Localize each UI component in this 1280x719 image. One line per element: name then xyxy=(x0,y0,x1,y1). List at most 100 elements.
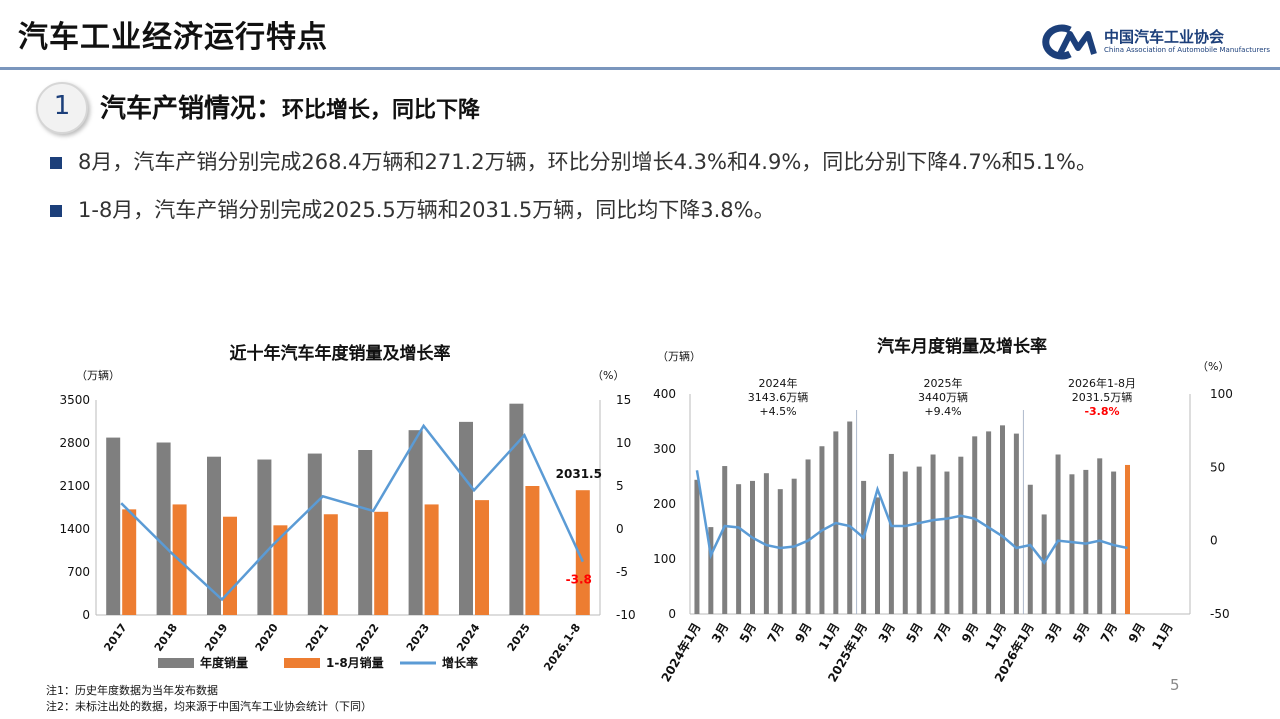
annual-sales-bar xyxy=(156,442,171,615)
bullet-square-icon xyxy=(50,157,62,169)
ytd-value-label: 2031.5 xyxy=(556,467,602,481)
annual-sales-bar xyxy=(207,456,221,615)
x-tick-label: 3月 xyxy=(709,621,731,646)
annual-sales-bar xyxy=(509,403,524,615)
left-tick-label: 400 xyxy=(653,387,676,401)
annual-sales-bar xyxy=(459,421,473,615)
x-tick-label: 3月 xyxy=(1042,621,1064,646)
ytd-sales-bar xyxy=(525,486,540,615)
annual-sales-bar xyxy=(358,450,373,615)
legend-swatch xyxy=(284,658,320,668)
monthly-sales-bar xyxy=(777,489,783,614)
bullet-item: 1-8月，汽车产销分别完成2025.5万辆和2031.5万辆，同比均下降3.8%… xyxy=(50,193,1250,227)
x-tick-label: 2024 xyxy=(454,621,482,654)
right-axis-unit: （%） xyxy=(1197,360,1229,373)
annual-sales-bar xyxy=(257,459,272,615)
monthly-sales-bar xyxy=(805,459,811,614)
right-tick-label: 0 xyxy=(616,522,624,536)
monthly-sales-bar xyxy=(902,471,908,614)
left-tick-label: 1400 xyxy=(59,522,90,536)
legend-label: 1-8月销量 xyxy=(326,655,384,670)
ytd-sales-bar xyxy=(475,500,489,615)
monthly-sales-bar xyxy=(875,497,880,614)
monthly-sales-bar xyxy=(1013,433,1019,614)
right-tick-label: 0 xyxy=(1210,534,1218,548)
bullet-text: 8月，汽车产销分别完成268.4万辆和271.2万辆，环比分别增长4.3%和4.… xyxy=(78,150,1097,174)
ytd-sales-bar xyxy=(424,504,439,615)
growth-rate-line xyxy=(695,470,1128,565)
bullet-list: 8月，汽车产销分别完成268.4万辆和271.2万辆，环比分别增长4.3%和4.… xyxy=(50,145,1250,241)
left-tick-label: 200 xyxy=(653,497,676,511)
x-tick-label: 11月 xyxy=(983,621,1009,653)
monthly-sales-bar xyxy=(1069,474,1075,614)
left-tick-label: 100 xyxy=(653,552,676,566)
right-tick-label: 100 xyxy=(1210,387,1233,401)
monthly-sales-bar xyxy=(722,466,728,614)
section-title-main: 汽车产销情况： xyxy=(100,94,283,124)
year-summary-label: 3143.6万辆 xyxy=(748,390,809,404)
growth-rate-line xyxy=(120,423,584,602)
left-tick-label: 0 xyxy=(82,608,90,622)
monthly-sales-bar xyxy=(986,431,992,614)
x-tick-label: 2024年1月 xyxy=(658,620,704,684)
monthly-sales-bar xyxy=(1097,458,1103,614)
monthly-sales-bar xyxy=(1111,471,1117,614)
bullet-item: 8月，汽车产销分别完成268.4万辆和271.2万辆，环比分别增长4.3%和4.… xyxy=(50,145,1250,179)
section-number-badge: 1 xyxy=(36,82,88,134)
x-tick-label: 2026.1-8 xyxy=(541,621,583,673)
monthly-sales-bar xyxy=(694,479,700,614)
section-title-sub: 环比增长，同比下降 xyxy=(282,98,481,123)
annual-sales-bar xyxy=(408,430,423,615)
monthly-sales-bar xyxy=(1083,469,1089,614)
x-tick-label: 2023 xyxy=(404,621,432,654)
monthly-sales-bar xyxy=(916,466,922,614)
x-tick-label: 2019 xyxy=(202,621,230,654)
bullet-text: 1-8月，汽车产销分别完成2025.5万辆和2031.5万辆，同比均下降3.8%… xyxy=(78,198,775,222)
section-title: 汽车产销情况：环比增长，同比下降 xyxy=(100,88,480,125)
latest-month-sales-bar xyxy=(1125,464,1130,614)
monthly-sales-bar xyxy=(708,527,714,614)
x-tick-label: 11月 xyxy=(1149,621,1175,653)
right-tick-label: 15 xyxy=(616,393,631,407)
year-summary-label: +9.4% xyxy=(924,405,961,418)
cam-logo-icon xyxy=(1042,24,1097,60)
year-summary-label: 2024年 xyxy=(759,376,798,390)
monthly-sales-bar xyxy=(736,484,742,614)
x-tick-label: 11月 xyxy=(816,621,842,653)
monthly-sales-bar xyxy=(763,473,769,614)
legend-swatch xyxy=(158,658,194,668)
right-tick-label: 10 xyxy=(616,436,631,450)
monthly-sales-bar xyxy=(944,471,950,614)
ytd-sales-bar xyxy=(122,509,137,615)
growth-value-label: -3.8 xyxy=(566,573,592,587)
x-tick-label: 7月 xyxy=(931,621,953,646)
monthly-sales-bar xyxy=(930,454,936,614)
year-summary-label: 2025年 xyxy=(924,376,963,390)
footnote: 注1：历史年度数据为当年发布数据 xyxy=(46,684,218,697)
monthly-sales-bar xyxy=(861,480,867,614)
annual-sales-chart: 近十年汽车年度销量及增长率 （万辆） （%） 0 700 1400 2100 2800 3500… xyxy=(59,343,635,674)
x-tick-label: 2022 xyxy=(353,621,381,654)
monthly-sales-bar xyxy=(750,480,755,614)
monthly-sales-bar xyxy=(1027,484,1033,614)
footnotes: 注1：历史年度数据为当年发布数据 注2：未标注出处的数据，均来源于中国汽车工业协… xyxy=(46,683,372,715)
x-tick-label: 5月 xyxy=(903,621,925,646)
header: 汽车工业经济运行特点 中国汽车工业协会 China Association of… xyxy=(0,0,1280,70)
logo-english-name: China Association of Automobile Manufact… xyxy=(1104,46,1271,54)
year-summary-label: 3440万辆 xyxy=(918,390,968,404)
left-tick-label: 3500 xyxy=(59,393,90,407)
annual-sales-bar xyxy=(307,453,322,615)
page-title: 汽车工业经济运行特点 xyxy=(18,20,328,55)
section-number: 1 xyxy=(53,91,71,121)
page-number: 5 xyxy=(1170,676,1180,694)
header-divider xyxy=(0,67,1280,70)
monthly-sales-bar xyxy=(972,436,978,614)
x-tick-label: 7月 xyxy=(765,621,787,646)
year-summary-label: +4.5% xyxy=(759,405,796,418)
x-tick-label: 5月 xyxy=(737,621,759,646)
ytd-sales-bar xyxy=(223,516,237,615)
left-tick-label: 300 xyxy=(653,442,676,456)
monthly-sales-bar xyxy=(847,421,853,614)
chart-title: 近十年汽车年度销量及增长率 xyxy=(230,343,451,364)
year-summary-label: 2031.5万辆 xyxy=(1072,390,1133,404)
